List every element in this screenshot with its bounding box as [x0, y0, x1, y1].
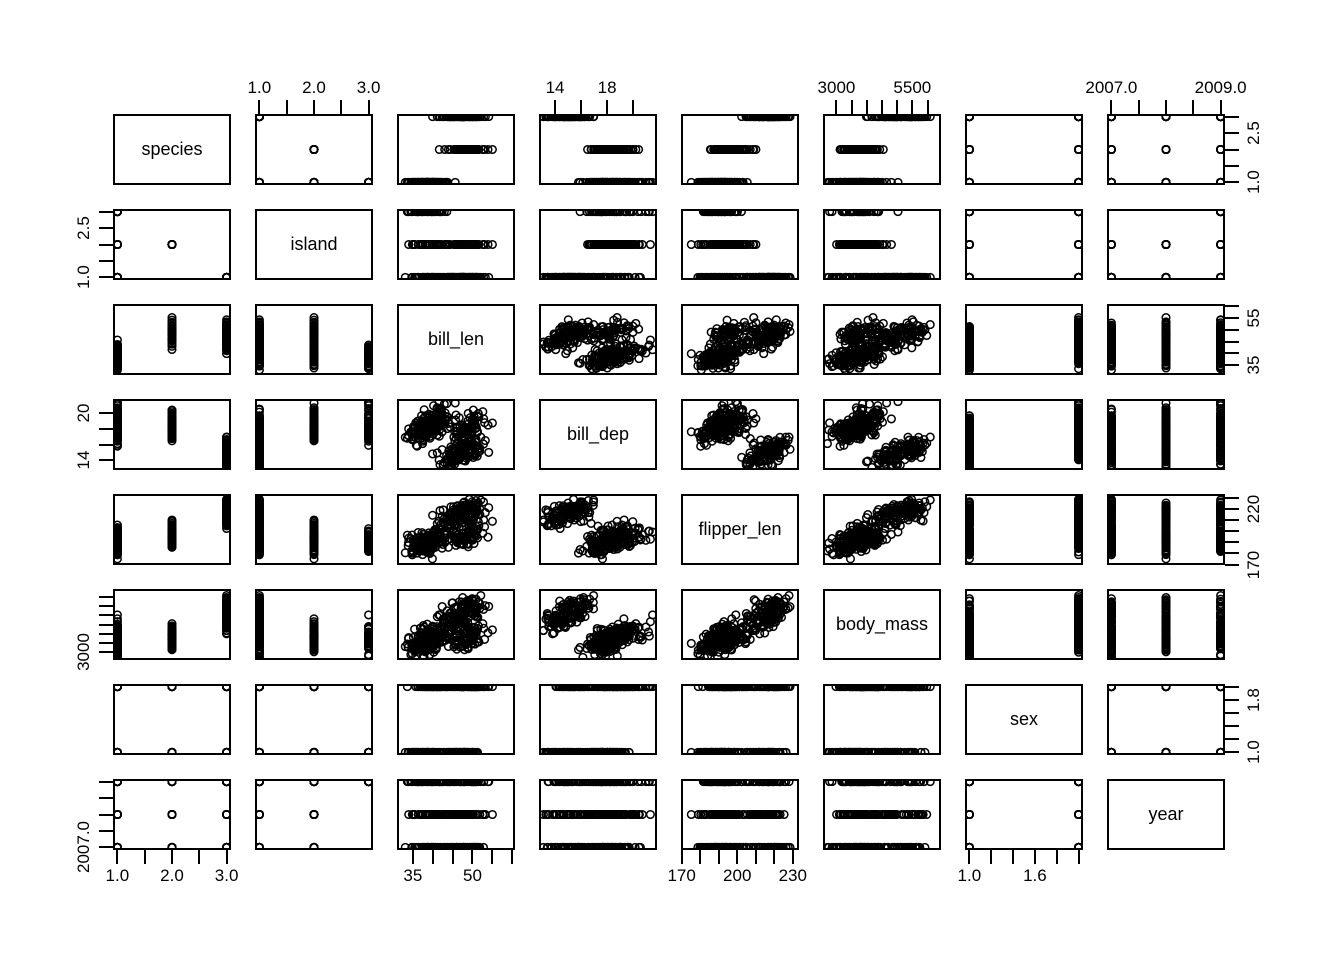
scatter-panel-island-vs-bill_dep [539, 209, 657, 280]
data-point [168, 241, 176, 249]
panel-border [114, 210, 230, 279]
scatter-panel-island-vs-sex [965, 209, 1083, 280]
data-point [888, 241, 896, 249]
scatter-canvas [1107, 114, 1225, 185]
scatter-canvas [965, 114, 1083, 185]
scatter-panel-species-vs-flipper_len [681, 114, 799, 185]
scatter-panel-species-vs-sex [965, 114, 1083, 185]
scatter-panel-island-vs-flipper_len [681, 209, 799, 280]
scatter-canvas [397, 209, 515, 280]
scatter-panel-species-vs-bill_len [397, 114, 515, 185]
scatter-canvas [113, 304, 231, 375]
scatter-canvas [681, 209, 799, 280]
scatter-panel-species-vs-bill_dep [539, 114, 657, 185]
scatter-canvas [255, 114, 373, 185]
scatter-canvas [965, 209, 1083, 280]
data-point [1162, 241, 1170, 249]
scatter-canvas [113, 209, 231, 280]
scatter-canvas [823, 114, 941, 185]
scatter-panel-island-vs-bill_len [397, 209, 515, 280]
scatter-panel-island-vs-year [1107, 209, 1225, 280]
diagonal-panel-island: island [255, 209, 373, 280]
scatter-canvas [823, 209, 941, 280]
scatter-panel-island-vs-body_mass [823, 209, 941, 280]
panel-border [966, 115, 1082, 184]
scatter-canvas [681, 114, 799, 185]
variable-label: island [290, 234, 337, 255]
panel-border [1108, 115, 1224, 184]
data-point [310, 146, 318, 154]
scatter-canvas [539, 114, 657, 185]
scatter-panel-species-vs-year [1107, 114, 1225, 185]
scatter-panel-species-vs-island [255, 114, 373, 185]
panel-border [1108, 210, 1224, 279]
data-point [1162, 146, 1170, 154]
scatter-canvas [397, 114, 515, 185]
scatter-panel-bill_len-vs-species [113, 304, 231, 375]
panel-border [966, 210, 1082, 279]
diagonal-panel-species: species [113, 114, 231, 185]
scatter-canvas [539, 209, 657, 280]
scatter-canvas [1107, 209, 1225, 280]
data-point [647, 241, 655, 249]
scatter-panel-species-vs-body_mass [823, 114, 941, 185]
variable-label: species [141, 139, 202, 160]
scatter-panel-island-vs-species [113, 209, 231, 280]
panel-border [256, 115, 372, 184]
